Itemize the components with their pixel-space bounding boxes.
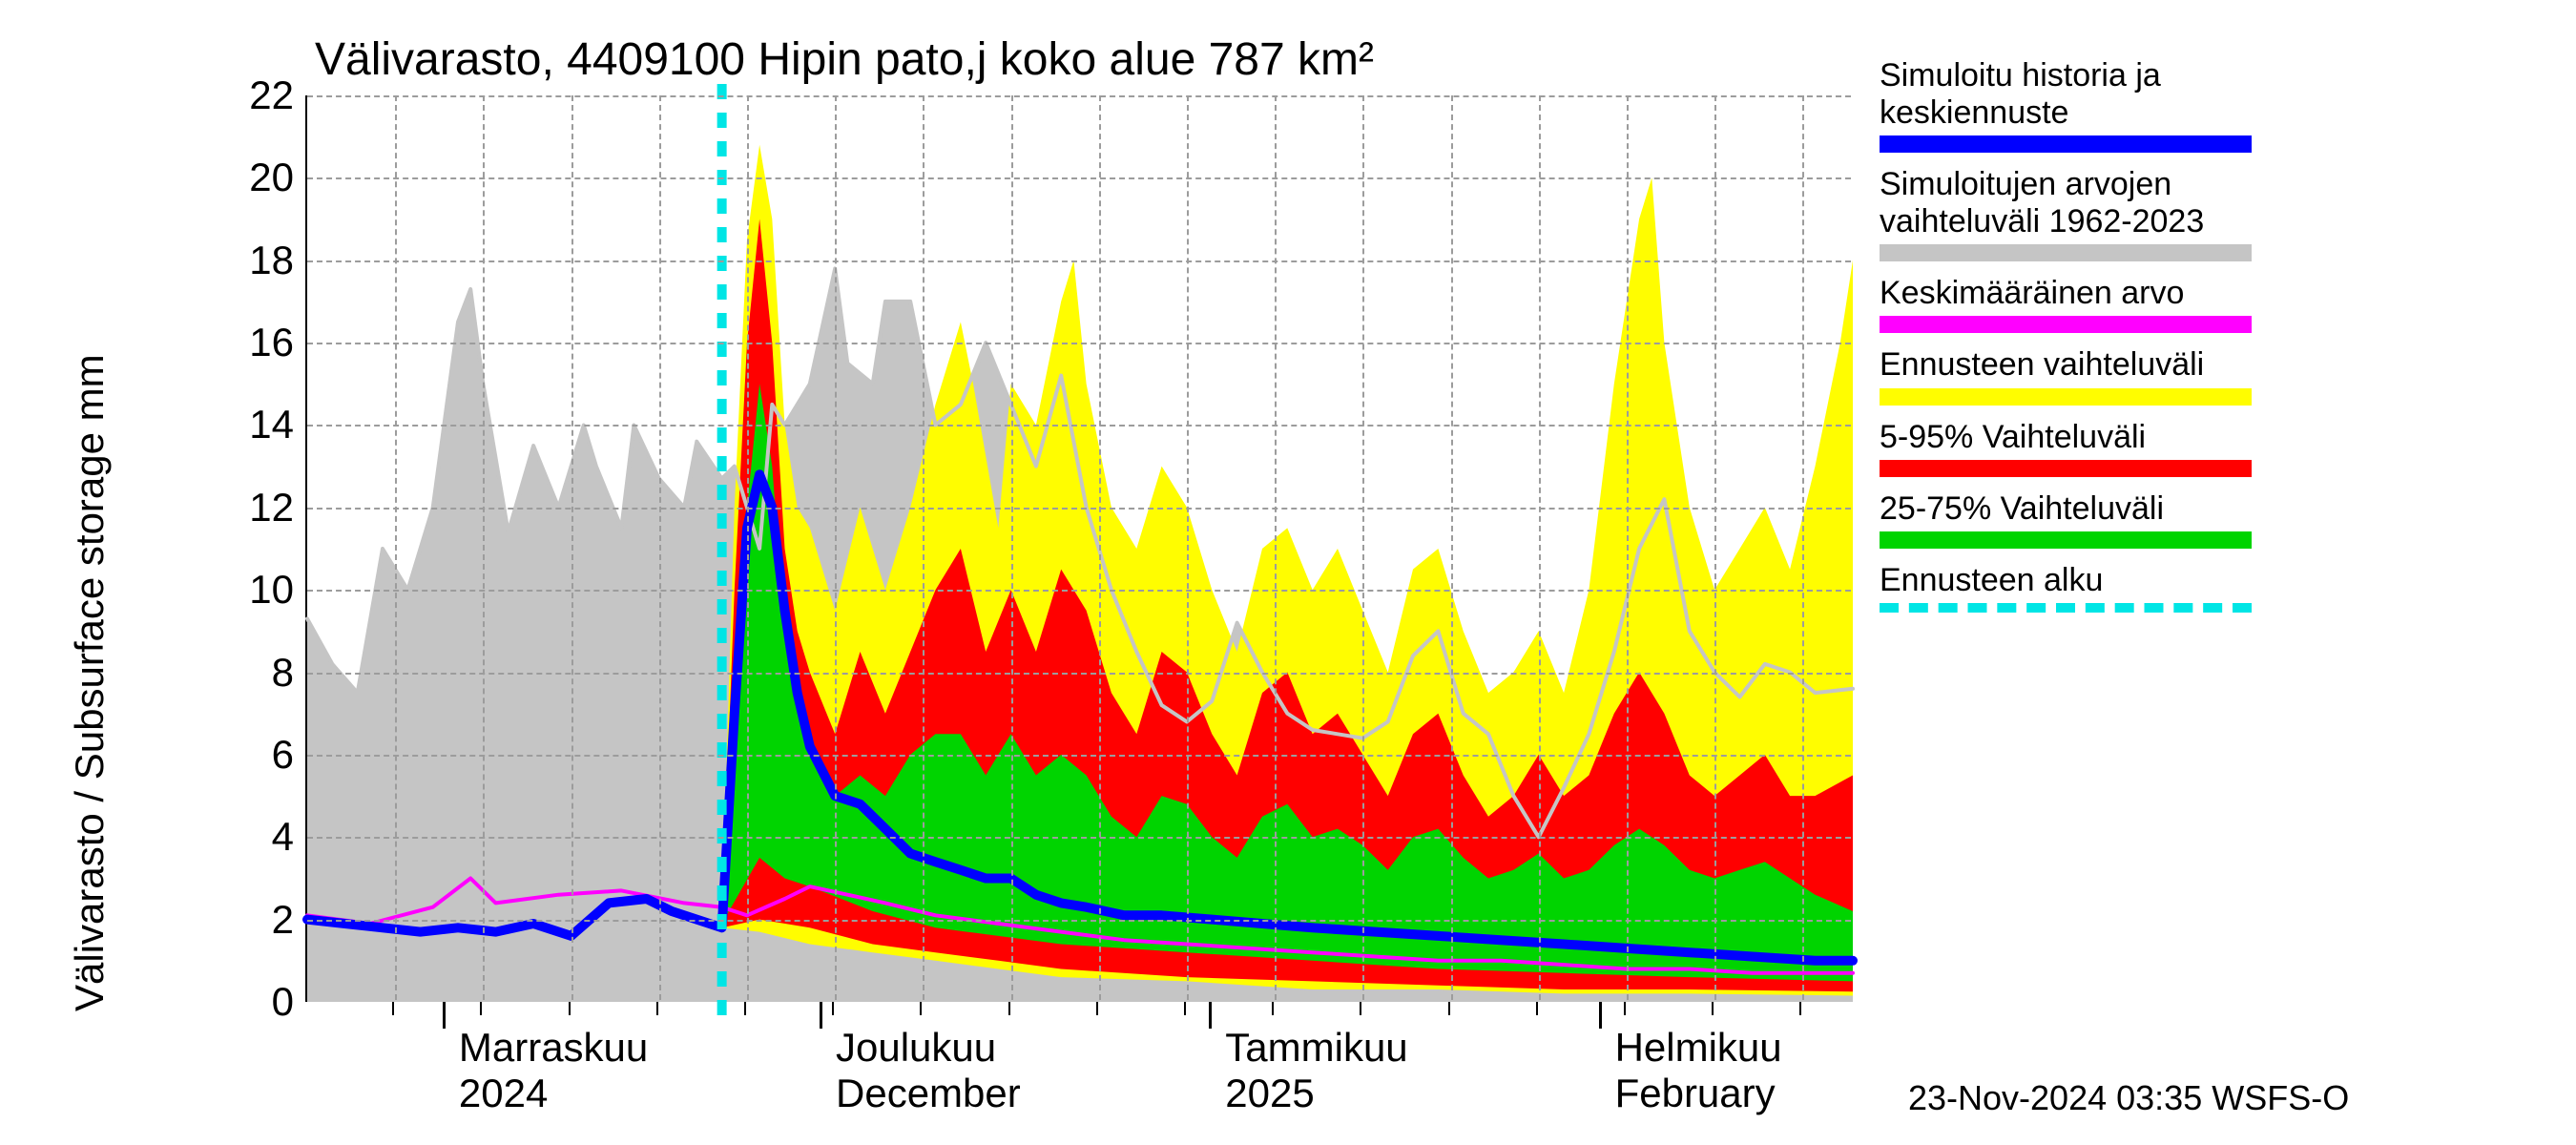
x-axis-label-top: Joulukuu	[836, 1025, 996, 1071]
legend-label: Simuloitu historia ja	[1880, 57, 2252, 94]
legend-label: Simuloitujen arvojen	[1880, 166, 2252, 203]
x-minor-tick	[920, 1002, 922, 1015]
legend-label: Ennusteen vaihteluväli	[1880, 346, 2252, 384]
x-axis-label-bottom: 2025	[1225, 1071, 1314, 1116]
chart-title: Välivarasto, 4409100 Hipin pato,j koko a…	[315, 33, 1374, 86]
legend-label: Keskimääräinen arvo	[1880, 275, 2252, 312]
legend-swatch	[1880, 388, 2252, 406]
legend-label: 5-95% Vaihteluväli	[1880, 419, 2252, 456]
grid-line-h	[307, 590, 1851, 592]
footer-timestamp: 23-Nov-2024 03:35 WSFS-O	[1908, 1078, 2349, 1118]
x-major-tick	[443, 1002, 446, 1029]
y-tick-label: 14	[249, 402, 307, 448]
x-minor-tick	[392, 1002, 394, 1015]
grid-line-v	[483, 95, 485, 1000]
y-tick-label: 16	[249, 320, 307, 365]
x-minor-tick	[480, 1002, 482, 1015]
chart-root: Välivarasto, 4409100 Hipin pato,j koko a…	[0, 0, 2576, 1145]
x-major-tick	[1599, 1002, 1602, 1029]
grid-line-v	[1539, 95, 1541, 1000]
x-minor-tick	[1712, 1002, 1714, 1015]
grid-line-h	[307, 343, 1851, 344]
y-tick-label: 6	[272, 732, 307, 778]
legend-label: keskiennuste	[1880, 94, 2252, 132]
grid-line-h	[307, 177, 1851, 179]
grid-line-v	[835, 95, 837, 1000]
legend-entry: Simuloitujen arvojenvaihteluväli 1962-20…	[1880, 166, 2252, 261]
x-axis-label-top: Helmikuu	[1615, 1025, 1782, 1071]
x-minor-tick	[1536, 1002, 1538, 1015]
x-minor-tick	[1008, 1002, 1010, 1015]
y-tick-label: 0	[272, 979, 307, 1025]
grid-line-v	[1275, 95, 1277, 1000]
legend-entry: Ennusteen vaihteluväli	[1880, 346, 2252, 405]
x-major-tick	[1209, 1002, 1212, 1029]
grid-line-v	[747, 95, 749, 1000]
legend-entry: Simuloitu historia jakeskiennuste	[1880, 57, 2252, 153]
grid-line-v	[571, 95, 573, 1000]
legend-entry: Keskimääräinen arvo	[1880, 275, 2252, 333]
x-minor-tick	[832, 1002, 834, 1015]
y-axis-title: Välivarasto / Subsurface storage mm	[67, 354, 113, 1011]
legend-label: vaihteluväli 1962-2023	[1880, 203, 2252, 240]
legend-swatch	[1880, 603, 2252, 613]
x-axis-label-top: Marraskuu	[459, 1025, 648, 1071]
x-minor-tick	[1272, 1002, 1274, 1015]
grid-line-v	[1011, 95, 1013, 1000]
y-tick-label: 20	[249, 155, 307, 200]
grid-line-v	[1627, 95, 1629, 1000]
y-tick-label: 12	[249, 485, 307, 531]
grid-line-h	[307, 425, 1851, 427]
x-axis-label-bottom: December	[836, 1071, 1021, 1116]
grid-line-v	[659, 95, 661, 1000]
legend-entry: 25-75% Vaihteluväli	[1880, 490, 2252, 549]
x-axis-label-bottom: February	[1615, 1071, 1776, 1116]
grid-line-h	[307, 508, 1851, 510]
y-tick-label: 18	[249, 238, 307, 283]
x-minor-tick	[1360, 1002, 1361, 1015]
y-tick-label: 8	[272, 650, 307, 696]
x-minor-tick	[1624, 1002, 1626, 1015]
x-minor-tick	[1448, 1002, 1450, 1015]
y-tick-label: 10	[249, 567, 307, 613]
y-tick-label: 4	[272, 814, 307, 860]
grid-line-h	[307, 95, 1851, 97]
x-axis-label-top: Tammikuu	[1225, 1025, 1407, 1071]
plot-area: 0246810121416182022	[305, 95, 1851, 1002]
x-major-tick	[820, 1002, 822, 1029]
legend: Simuloitu historia jakeskiennusteSimuloi…	[1880, 57, 2252, 626]
x-axis-label-bottom: 2024	[459, 1071, 548, 1116]
grid-line-v	[1099, 95, 1101, 1000]
grid-line-v	[1714, 95, 1716, 1000]
legend-swatch	[1880, 531, 2252, 549]
grid-line-h	[307, 920, 1851, 922]
grid-line-h	[307, 260, 1851, 262]
x-minor-tick	[656, 1002, 658, 1015]
x-minor-tick	[569, 1002, 571, 1015]
grid-line-v	[1362, 95, 1364, 1000]
x-minor-tick	[1096, 1002, 1098, 1015]
legend-swatch	[1880, 316, 2252, 333]
legend-swatch	[1880, 460, 2252, 477]
grid-line-v	[1802, 95, 1804, 1000]
grid-line-h	[307, 755, 1851, 757]
grid-line-h	[307, 837, 1851, 839]
x-minor-tick	[1799, 1002, 1801, 1015]
x-minor-tick	[1184, 1002, 1186, 1015]
legend-label: Ennusteen alku	[1880, 562, 2252, 599]
grid-line-v	[1451, 95, 1453, 1000]
legend-entry: 5-95% Vaihteluväli	[1880, 419, 2252, 477]
legend-swatch	[1880, 244, 2252, 261]
grid-line-h	[307, 673, 1851, 675]
legend-swatch	[1880, 135, 2252, 153]
legend-label: 25-75% Vaihteluväli	[1880, 490, 2252, 528]
legend-entry: Ennusteen alku	[1880, 562, 2252, 613]
grid-line-v	[923, 95, 924, 1000]
grid-line-v	[395, 95, 397, 1000]
y-tick-label: 2	[272, 897, 307, 943]
series-svg	[307, 95, 1853, 1002]
grid-line-v	[1187, 95, 1189, 1000]
x-minor-tick	[744, 1002, 746, 1015]
y-tick-label: 22	[249, 73, 307, 118]
